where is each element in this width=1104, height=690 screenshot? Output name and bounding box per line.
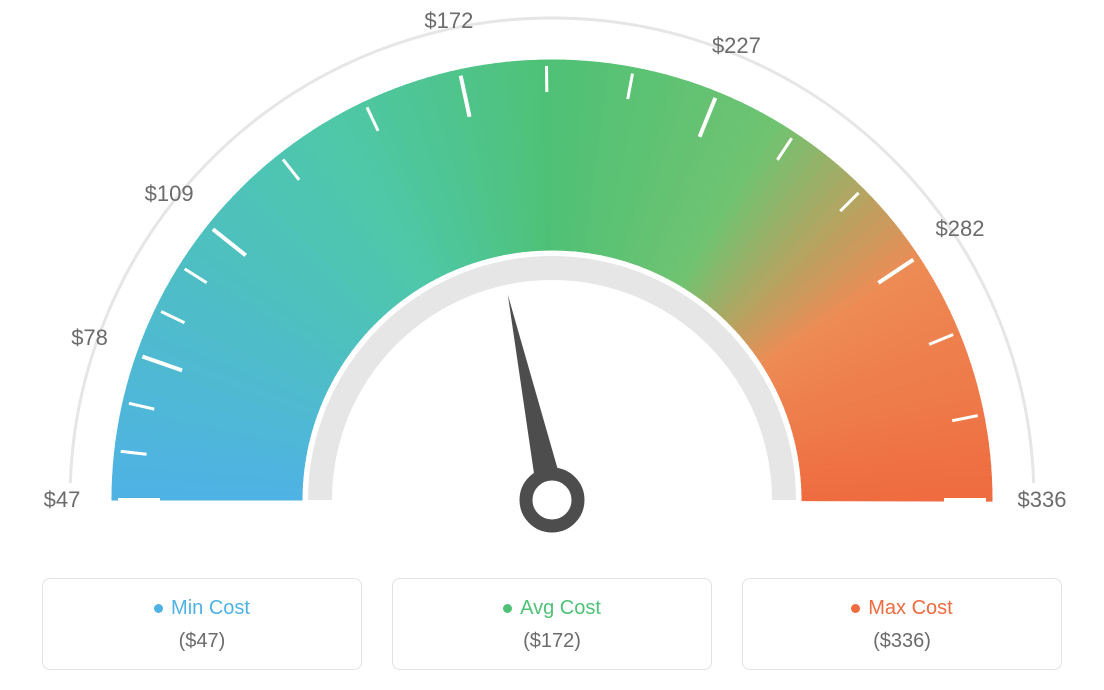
legend-title: Avg Cost: [503, 597, 601, 620]
gauge-tick-label: $109: [145, 181, 194, 207]
gauge-needle-hub: [526, 474, 578, 526]
legend-title-text: Min Cost: [171, 597, 250, 620]
gauge-tick-label: $78: [71, 325, 108, 351]
legend-card: Min Cost ($47): [42, 578, 362, 670]
gauge-container: $47 $78 $109 $172 $227 $282 $336: [0, 0, 1104, 560]
legend-value: ($336): [763, 630, 1041, 653]
legend-card: Avg Cost ($172): [392, 578, 712, 670]
legend-title: Min Cost: [154, 597, 250, 620]
legend-dot-icon: [503, 604, 512, 613]
gauge-tick-label: $47: [44, 487, 81, 513]
legend-title-text: Avg Cost: [520, 597, 601, 620]
legend-card: Max Cost ($336): [742, 578, 1062, 670]
gauge-svg: [0, 0, 1104, 560]
legend-title: Max Cost: [851, 597, 952, 620]
legend-value: ($47): [63, 630, 341, 653]
gauge-tick-label: $282: [935, 216, 984, 242]
legend-dot-icon: [154, 604, 163, 613]
gauge-tick-label: $172: [424, 8, 473, 34]
gauge-tick-label: $227: [712, 33, 761, 59]
legend-dot-icon: [851, 604, 860, 613]
gauge-tick-label: $336: [1018, 487, 1067, 513]
legend-row: Min Cost ($47) Avg Cost ($172) Max Cost ($336…: [0, 578, 1104, 670]
legend-title-text: Max Cost: [868, 597, 952, 620]
legend-value: ($172): [413, 630, 691, 653]
